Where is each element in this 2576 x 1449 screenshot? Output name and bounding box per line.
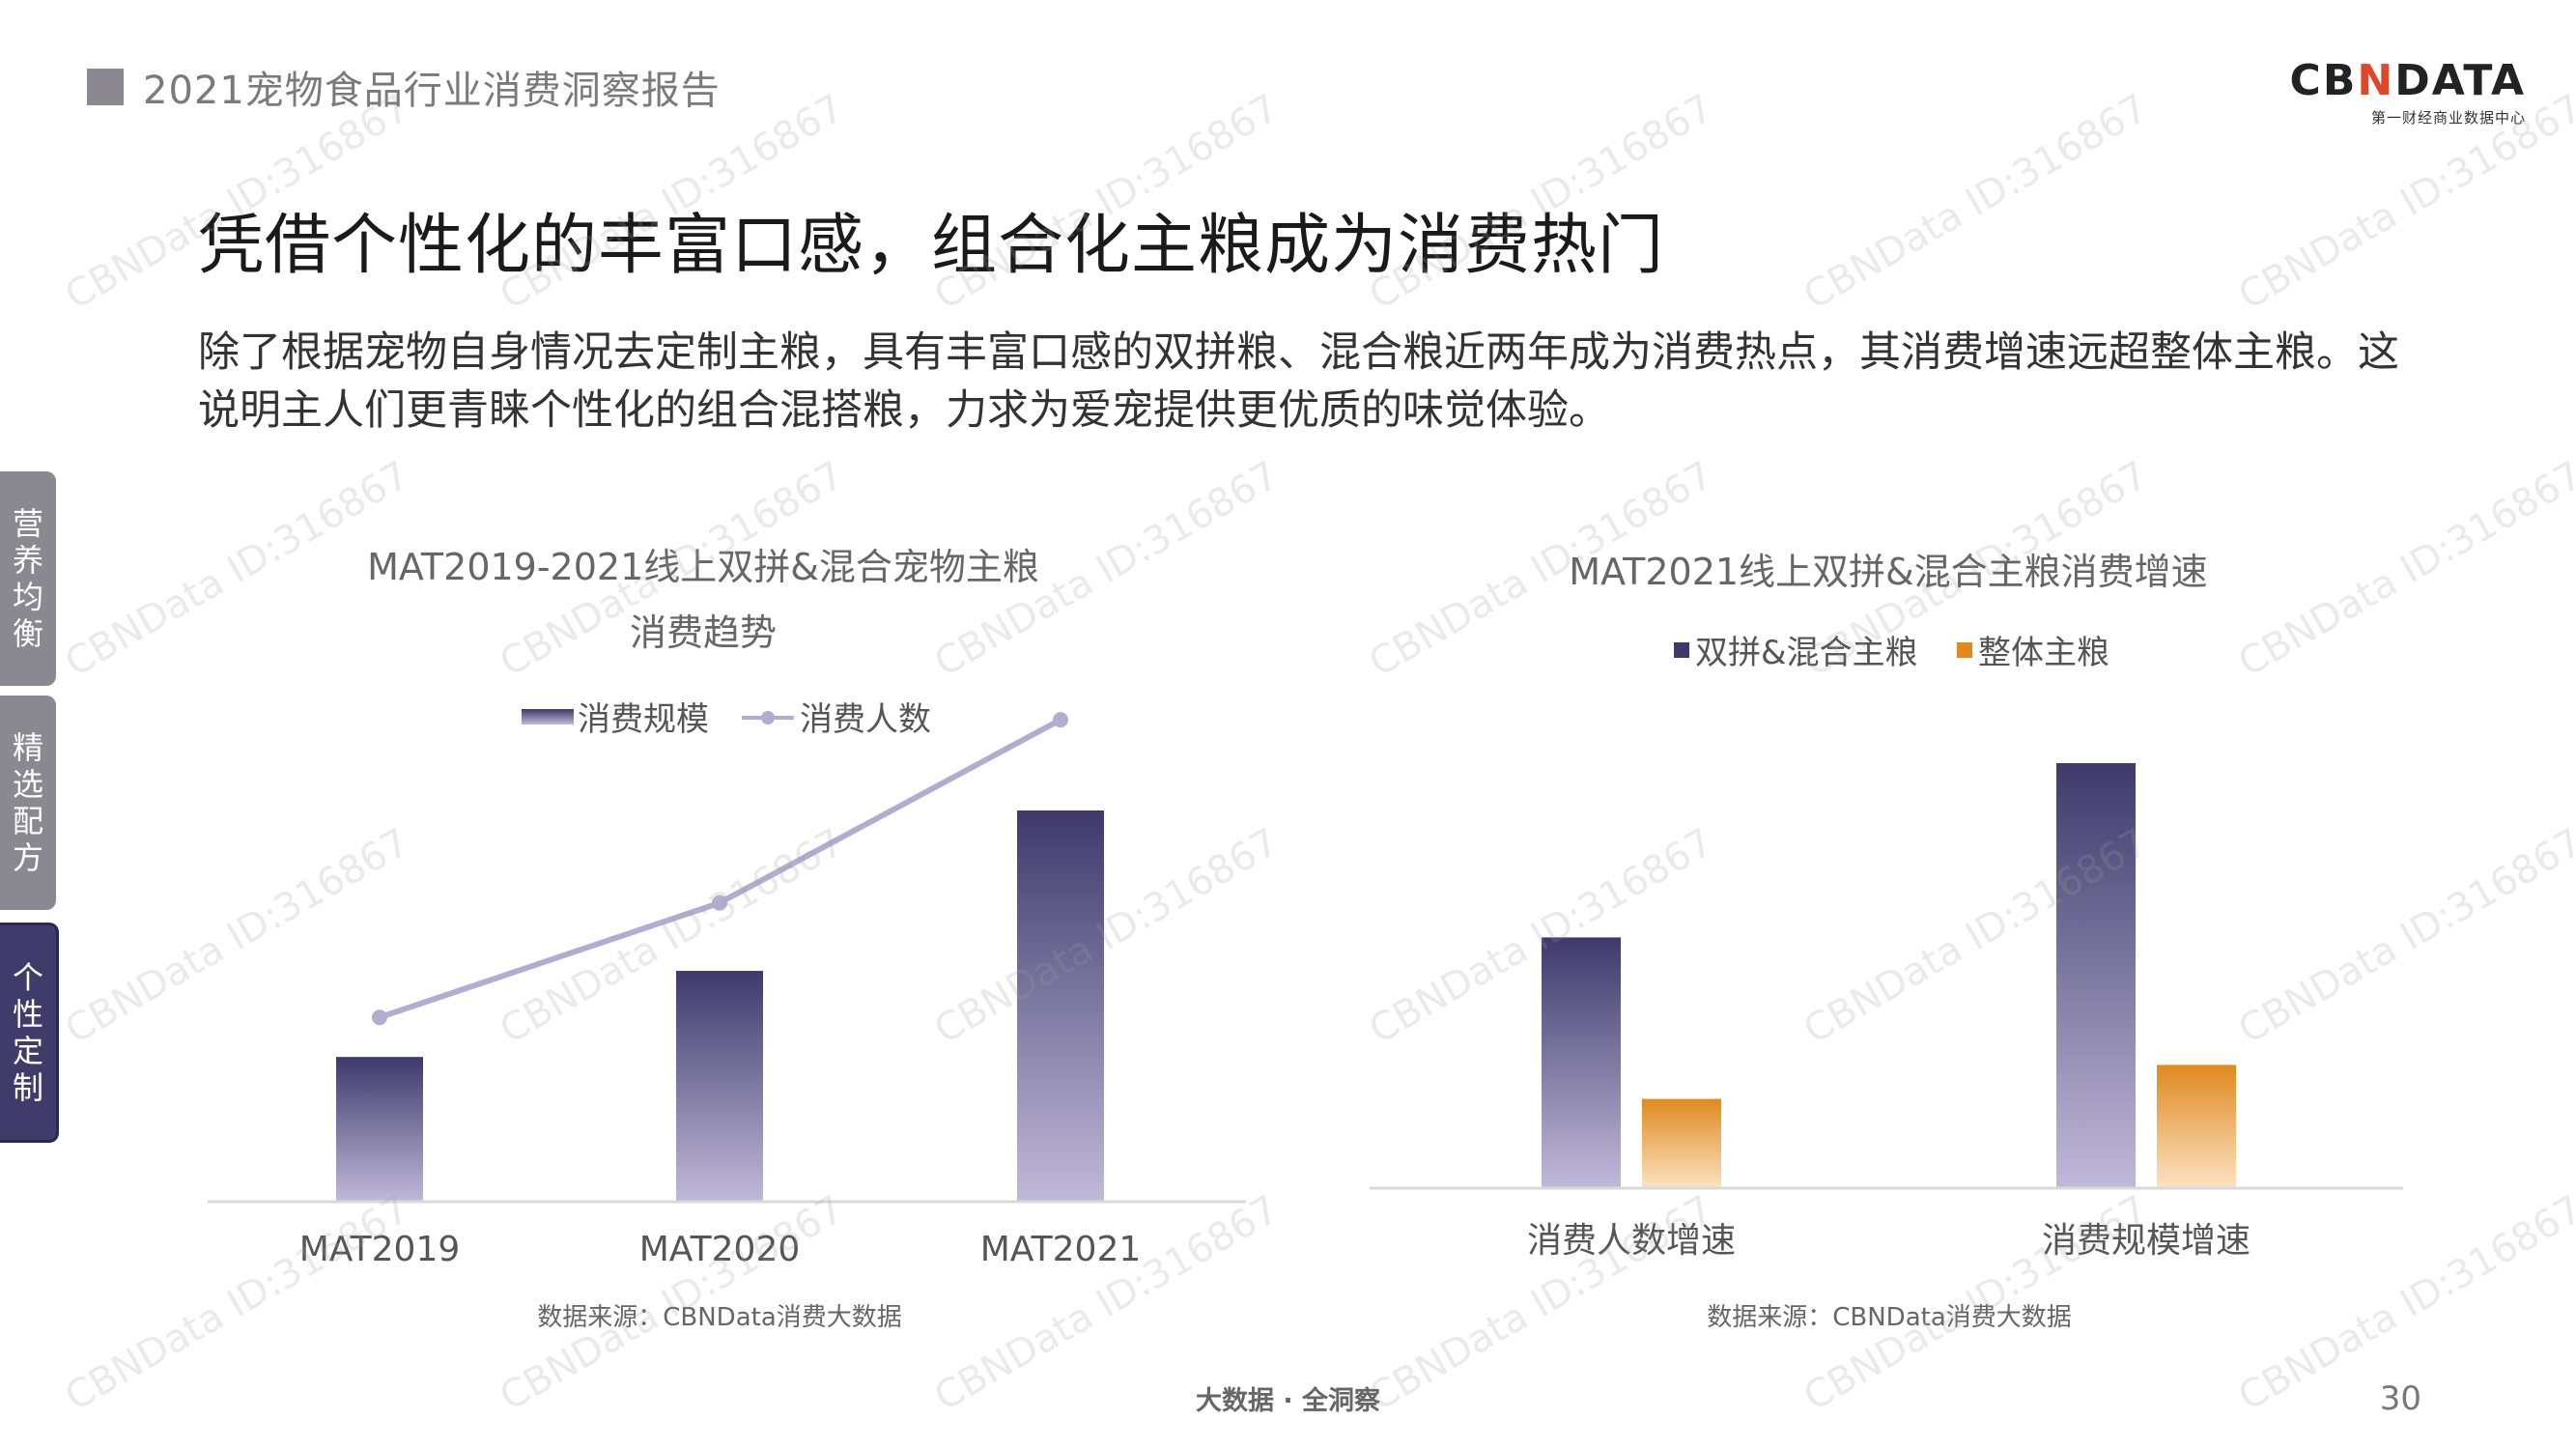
chart-1: MAT2019-2021线上双拼&混合宠物主粮 消费趋势 消费规模 消费人数 M… <box>208 546 1246 1332</box>
legend-bar-swatch-icon <box>522 709 574 724</box>
chart-1-title-line2: 消费趋势 <box>630 611 777 654</box>
chart-2-bars <box>1542 763 2236 1188</box>
chart-1-legend: 消费规模 消费人数 <box>522 700 931 739</box>
bar-consumption-scale <box>1017 810 1104 1202</box>
side-tab-nutrition[interactable]: 营养均衡 <box>0 471 56 686</box>
chart-2-source: 数据来源：CBNData消费大数据 <box>1707 1303 2072 1332</box>
side-tab-label: 精选配方 <box>12 729 43 876</box>
side-tab-label: 营养均衡 <box>12 505 43 652</box>
side-tab-formula[interactable]: 精选配方 <box>0 696 56 910</box>
line-point <box>1053 712 1068 728</box>
page-title: 凭借个性化的丰富口感，组合化主粮成为消费热门 <box>198 208 1665 284</box>
bar-mixed-staple <box>1542 937 1621 1188</box>
chart-1-line-series <box>372 712 1068 1026</box>
legend-label: 整体主粮 <box>1978 634 2109 672</box>
legend-label: 消费规模 <box>578 700 709 739</box>
legend-swatch-icon <box>1674 642 1689 658</box>
bar-overall-staple <box>2157 1065 2236 1188</box>
side-tab-label: 个性定制 <box>12 959 43 1106</box>
chart-1-source: 数据来源：CBNData消费大数据 <box>537 1303 902 1332</box>
x-tick-label: MAT2019 <box>299 1230 461 1269</box>
chart-1-title: MAT2019-2021线上双拼&混合宠物主粮 <box>367 546 1039 588</box>
legend-label: 消费人数 <box>800 700 931 739</box>
bar-overall-staple <box>1642 1098 1721 1188</box>
line-point <box>712 895 727 911</box>
logo-text: CBNDATA <box>2289 56 2526 105</box>
chart-2-legend: 双拼&混合主粮 整体主粮 <box>1674 634 2109 672</box>
legend-label: 双拼&混合主粮 <box>1695 634 1918 672</box>
bar-consumption-scale <box>676 971 763 1202</box>
logo-subtitle: 第一财经商业数据中心 <box>2370 109 2526 127</box>
x-tick-label: MAT2020 <box>639 1230 801 1269</box>
side-tab-custom[interactable]: 个性定制 <box>0 923 59 1143</box>
chart-1-bars <box>336 810 1104 1202</box>
line-point <box>372 1009 387 1026</box>
x-tick-label: 消费人数增速 <box>1527 1221 1736 1261</box>
chart-2-title: MAT2021线上双拼&混合主粮消费增速 <box>1569 551 2207 593</box>
report-title: 2021宠物食品行业消费洞察报告 <box>143 69 721 113</box>
report-header: 2021宠物食品行业消费洞察报告 <box>87 58 721 116</box>
cbndata-logo: CBNDATA 第一财经商业数据中心 <box>2290 56 2526 128</box>
bar-mixed-staple <box>2056 763 2136 1188</box>
page-number: 30 <box>2379 1379 2421 1418</box>
chart-1-x-labels: MAT2019 MAT2020 MAT2021 <box>299 1230 1142 1269</box>
x-tick-label: 消费规模增速 <box>2042 1221 2250 1261</box>
legend-line-marker-icon <box>761 711 775 724</box>
legend-swatch-icon <box>1957 642 1972 658</box>
header-square-icon <box>87 69 124 105</box>
chart-2: MAT2021线上双拼&混合主粮消费增速 双拼&混合主粮 整体主粮 消费人数增速… <box>1370 551 2403 1332</box>
x-tick-label: MAT2021 <box>980 1230 1142 1269</box>
footer-slogan: 大数据 · 全洞察 <box>1195 1386 1381 1416</box>
chart-2-x-labels: 消费人数增速 消费规模增速 <box>1527 1221 2250 1261</box>
page-description: 除了根据宠物自身情况去定制主粮，具有丰富口感的双拼粮、混合粮近两年成为消费热点，… <box>198 328 2399 435</box>
bar-consumption-scale <box>336 1057 423 1202</box>
